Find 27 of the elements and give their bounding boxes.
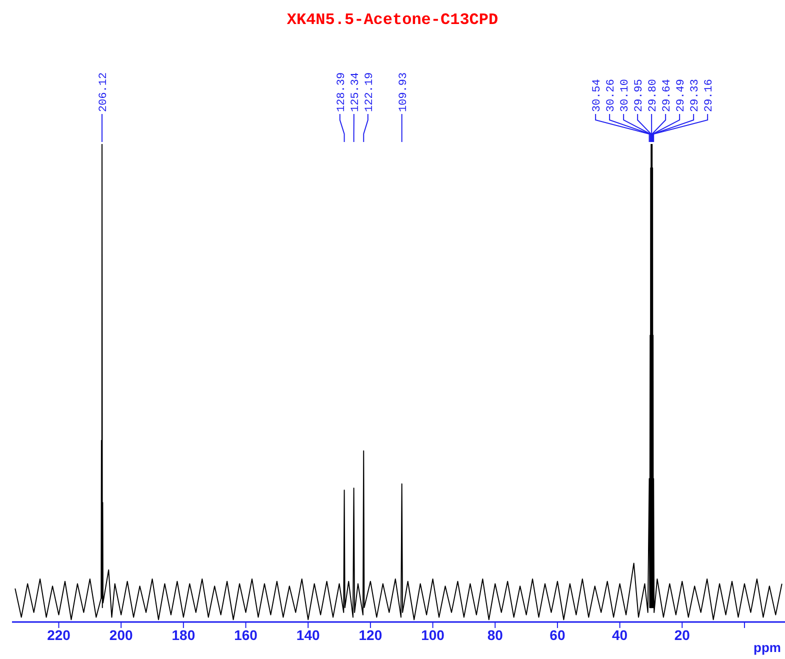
annotation: 30.54 xyxy=(592,78,604,112)
annotation: 206.12 xyxy=(98,72,110,112)
annotation: 109.93 xyxy=(398,72,410,112)
x-axis-title: ppm xyxy=(754,640,781,655)
x-tick-label: 180 xyxy=(172,626,196,643)
annotation: 30.26 xyxy=(606,78,618,112)
x-tick-label: 160 xyxy=(234,626,258,643)
x-tick-label: 20 xyxy=(674,626,690,643)
chart-title: XK4N5.5-Acetone-C13CPD xyxy=(286,11,498,29)
annotation: 122.19 xyxy=(364,72,376,112)
annotation: 29.16 xyxy=(704,78,716,112)
annotation: 125.34 xyxy=(350,72,362,112)
x-tick-label: 220 xyxy=(47,626,71,643)
annotation: 128.39 xyxy=(336,72,348,112)
annotation: 29.80 xyxy=(648,78,660,112)
x-tick-label: 40 xyxy=(612,626,628,643)
annotation: 29.64 xyxy=(662,78,674,112)
annotation: 29.49 xyxy=(676,78,688,112)
annotation: 29.33 xyxy=(690,78,702,112)
x-tick-label: 100 xyxy=(421,626,445,643)
x-tick-label: 200 xyxy=(109,626,133,643)
annotation: 29.95 xyxy=(634,78,646,112)
x-tick-label: 80 xyxy=(487,626,504,643)
x-tick-label: 120 xyxy=(358,626,382,643)
x-tick-label: 140 xyxy=(296,626,320,643)
annotation: 30.10 xyxy=(620,78,632,112)
x-tick-label: 60 xyxy=(550,626,566,643)
